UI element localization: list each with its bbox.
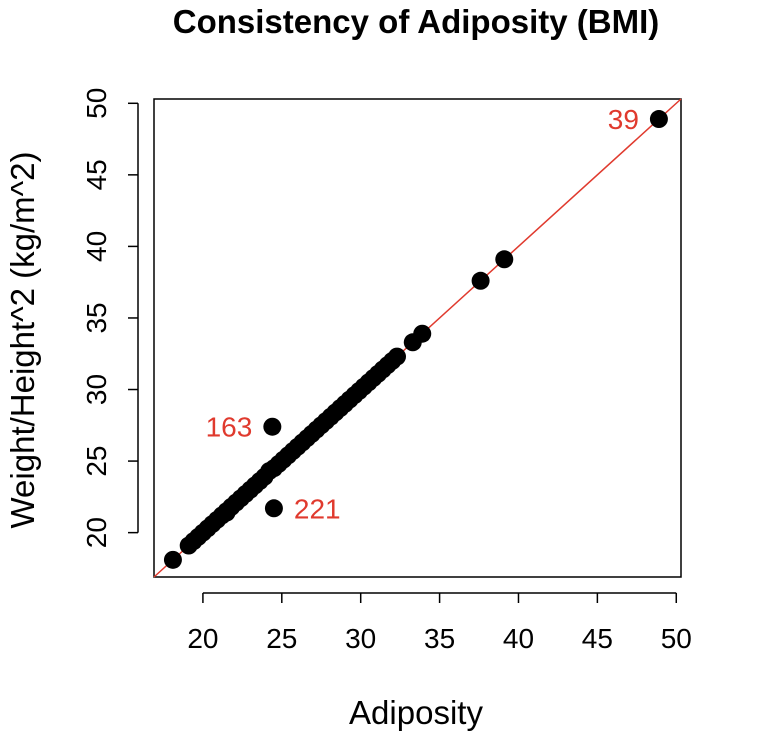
data-point bbox=[163, 550, 182, 569]
x-axis: 20 25 30 35 40 45 50 bbox=[187, 592, 692, 654]
data-point bbox=[495, 250, 514, 269]
data-point bbox=[263, 417, 282, 436]
y-tick-label: 45 bbox=[81, 159, 112, 190]
y-tick-label: 40 bbox=[81, 231, 112, 262]
x-tick-label: 30 bbox=[345, 623, 376, 654]
data-points bbox=[163, 110, 668, 569]
y-axis-label: Weight/Height^2 (kg/m^2) bbox=[4, 151, 41, 528]
y-tick-label: 50 bbox=[81, 88, 112, 119]
point-label: 39 bbox=[608, 104, 639, 135]
y-tick-label: 30 bbox=[81, 374, 112, 405]
data-point bbox=[264, 499, 283, 518]
plot-frame bbox=[153, 98, 682, 578]
y-tick-label: 20 bbox=[81, 517, 112, 548]
point-labels: 39 163 221 bbox=[206, 104, 639, 524]
data-point bbox=[387, 347, 406, 366]
data-point bbox=[649, 110, 668, 129]
x-tick-label: 45 bbox=[582, 623, 613, 654]
data-point bbox=[413, 324, 432, 343]
y-axis: 20 25 30 35 40 45 50 bbox=[81, 88, 139, 548]
x-tick-label: 35 bbox=[424, 623, 455, 654]
chart-title: Consistency of Adiposity (BMI) bbox=[173, 3, 659, 40]
x-tick-label: 40 bbox=[503, 623, 534, 654]
point-label: 221 bbox=[294, 493, 341, 524]
y-tick-label: 35 bbox=[81, 302, 112, 333]
x-tick-label: 25 bbox=[266, 623, 297, 654]
y-tick-label: 25 bbox=[81, 445, 112, 476]
x-tick-label: 20 bbox=[187, 623, 218, 654]
x-axis-label: Adiposity bbox=[349, 694, 483, 731]
data-point bbox=[471, 271, 490, 290]
x-tick-label: 50 bbox=[661, 623, 692, 654]
point-label: 163 bbox=[206, 412, 253, 443]
